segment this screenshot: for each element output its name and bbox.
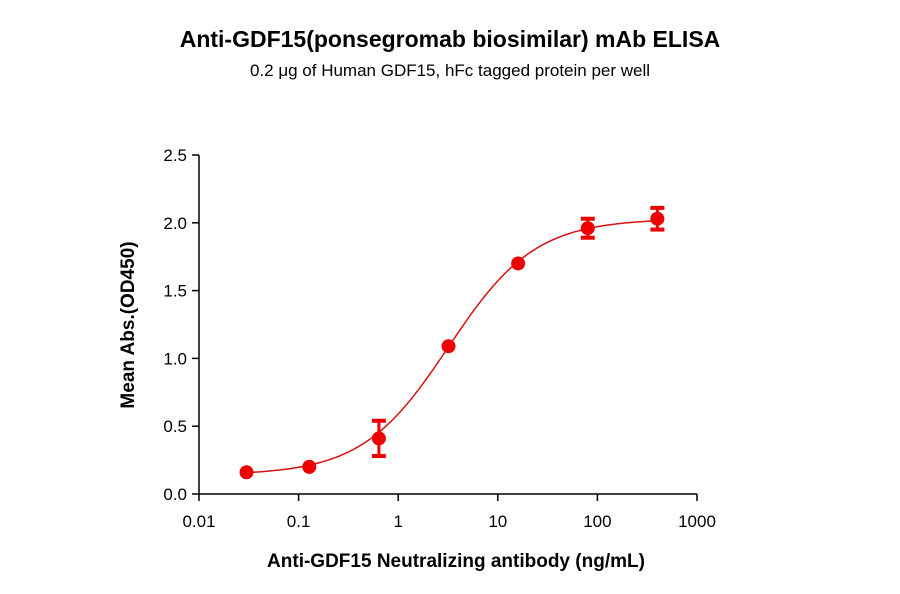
x-tick-label: 1000 bbox=[678, 512, 716, 531]
y-tick-label: 1.5 bbox=[163, 282, 187, 301]
data-point bbox=[580, 221, 595, 236]
x-tick-label: 1 bbox=[393, 512, 402, 531]
x-axis-label: Anti-GDF15 Neutralizing antibody (ng/mL) bbox=[267, 551, 645, 572]
x-tick-label: 10 bbox=[488, 512, 507, 531]
y-tick-label: 2.0 bbox=[163, 214, 187, 233]
x-tick-label: 100 bbox=[583, 512, 611, 531]
y-tick-label: 0.5 bbox=[163, 417, 187, 436]
data-point bbox=[302, 459, 317, 474]
data-point bbox=[511, 256, 526, 271]
y-tick-label: 2.5 bbox=[163, 146, 187, 165]
chart-title: Anti-GDF15(ponsegromab biosimilar) mAb E… bbox=[179, 26, 721, 52]
chart-subtitle: 0.2 μg of Human GDF15, hFc tagged protei… bbox=[249, 61, 651, 80]
data-point bbox=[371, 431, 386, 446]
x-tick-label: 0.01 bbox=[182, 512, 215, 531]
y-tick-label: 1.0 bbox=[163, 349, 187, 368]
data-point bbox=[650, 211, 665, 226]
data-point bbox=[239, 465, 254, 480]
axes: 0.01 0.1 1 10 100 1000 0.0 0.5 1.0 1.5 2.0 2.5 bbox=[163, 146, 716, 531]
plot-area bbox=[239, 205, 665, 480]
y-tick-label: 0.0 bbox=[163, 485, 187, 504]
x-tick-label: 0.1 bbox=[287, 512, 311, 531]
data-point bbox=[441, 339, 456, 354]
y-axis-label: Mean Abs.(OD450) bbox=[118, 241, 139, 408]
